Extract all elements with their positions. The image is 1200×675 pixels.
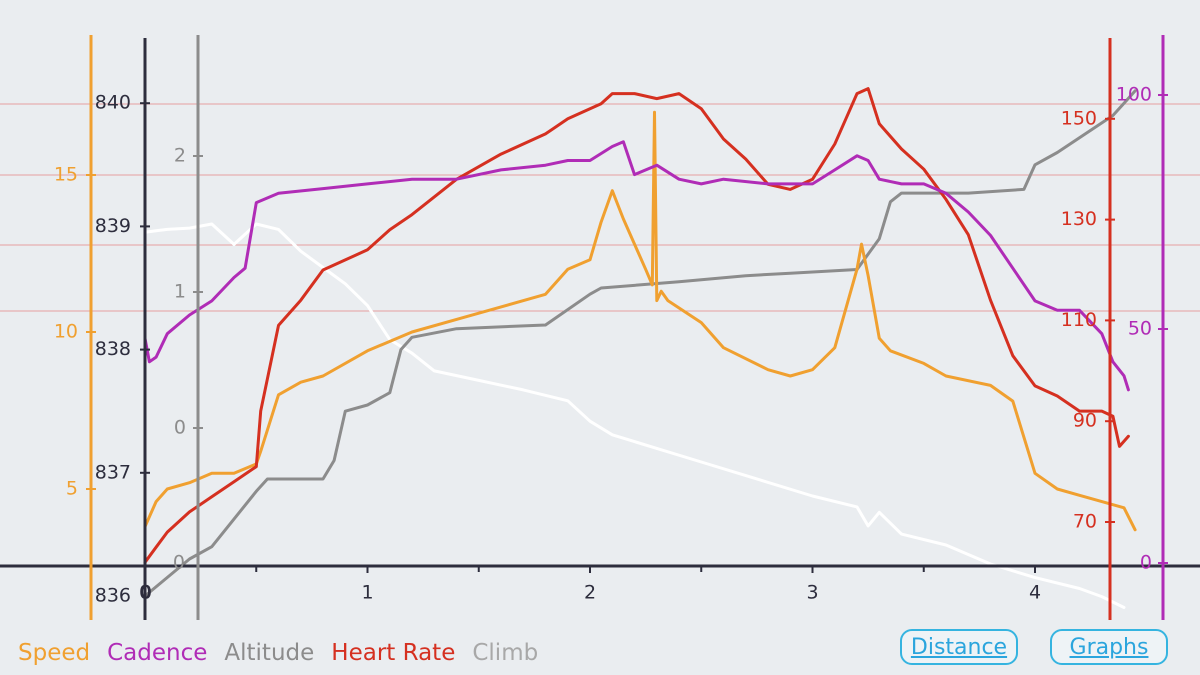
series-climb: [143, 222, 1126, 609]
graphs-button[interactable]: Graphs: [1050, 629, 1168, 665]
heart-rate-tick-label: 70: [1073, 511, 1097, 533]
climb-tick-label: 0: [174, 417, 186, 439]
speed-tick-label: 15: [54, 164, 78, 186]
heart-rate-tick-label: 150: [1061, 107, 1097, 129]
series-cadence: [143, 140, 1130, 392]
speed-tick-label: 10: [54, 321, 78, 343]
legend-climb: Climb: [472, 640, 539, 666]
heart-rate-tick-label: 90: [1073, 410, 1097, 432]
altitude-tick-label: 837: [95, 461, 131, 483]
axes: 0123451015836837838839840012007090110130…: [0, 35, 1200, 620]
heart-rate-tick-label: 110: [1061, 309, 1097, 331]
distance-button[interactable]: Distance: [900, 629, 1018, 665]
x-tick-label: 4: [1029, 582, 1041, 604]
altitude-tick-label: 840: [95, 92, 131, 114]
x-tick-label: 3: [806, 582, 818, 604]
series-heart-rate: [143, 87, 1130, 564]
multi-axis-line-chart: 0123451015836837838839840012007090110130…: [0, 35, 1200, 620]
altitude-tick-label: 838: [95, 338, 131, 360]
legend-altitude: Altitude: [224, 640, 315, 666]
climb-tick-label: 2: [174, 145, 186, 167]
heart-rate-tick-label: 130: [1061, 208, 1097, 230]
origin-zero-label: 0: [140, 582, 152, 604]
series-altitude: [143, 89, 1137, 598]
legend-heart-rate: Heart Rate: [331, 640, 456, 666]
series-lines: [143, 87, 1137, 609]
legend-cadence: Cadence: [107, 640, 208, 666]
series-speed: [143, 110, 1137, 532]
legend: Speed Cadence Altitude Heart Rate Climb: [18, 640, 555, 666]
cadence-tick-label: 0: [1140, 552, 1152, 574]
climb-zero-label: 0: [173, 552, 185, 574]
cadence-tick-label: 50: [1128, 318, 1152, 340]
altitude-tick-label: 839: [95, 215, 131, 237]
legend-speed: Speed: [18, 640, 91, 666]
x-tick-label: 1: [361, 582, 373, 604]
altitude-tick-label: 836: [95, 585, 131, 607]
x-tick-label: 2: [584, 582, 596, 604]
cadence-tick-label: 100: [1116, 84, 1152, 106]
climb-tick-label: 1: [174, 281, 186, 303]
speed-tick-label: 5: [66, 478, 78, 500]
